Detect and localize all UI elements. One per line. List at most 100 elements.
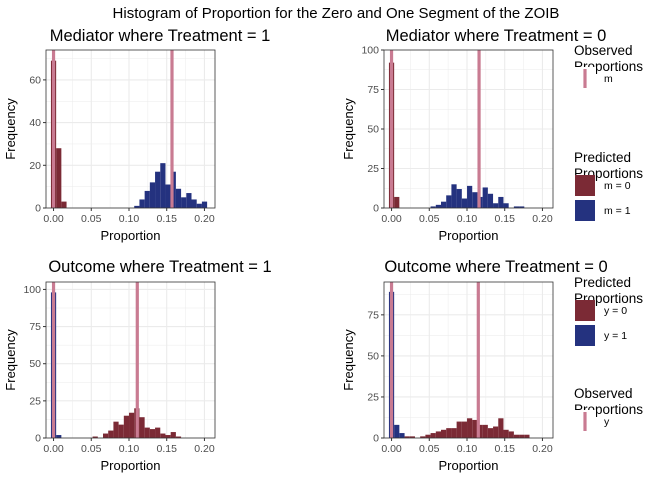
histogram-bar (186, 193, 192, 208)
histogram-bar (456, 421, 462, 438)
y-tick-label: 0 (373, 203, 379, 215)
y-tick-label: 20 (29, 160, 41, 172)
y-tick-label: 50 (367, 124, 379, 136)
histogram-bar (425, 434, 431, 438)
x-tick-label: 0.15 (494, 213, 515, 225)
histogram-bar (149, 429, 156, 438)
histogram-bar (102, 433, 109, 438)
histogram-bar (165, 435, 171, 438)
chart-panel-3: 0.00 0.05 0.10 0.15 0.20 0 25 50 75 100 Proportion… (3, 258, 272, 473)
histogram-bar (498, 418, 504, 438)
histogram-bar (440, 201, 447, 208)
legend-label: m = 0 (604, 180, 631, 192)
histogram-bar (493, 426, 499, 438)
x-tick-label: 0.05 (419, 443, 440, 455)
chart-panel-2: 0.00 0.05 0.10 0.15 0.20 0 25 50 75 100 Proportion… (341, 27, 606, 243)
y-axis-label: Frequency (3, 329, 18, 391)
histogram-bar (446, 428, 452, 438)
plot-background (384, 282, 553, 438)
y-tick-label: 75 (29, 321, 41, 333)
y-axis-label: Frequency (341, 98, 356, 160)
histogram-bar (191, 199, 197, 208)
histogram-bar (487, 428, 494, 438)
panel-border (45, 281, 216, 439)
y-tick-label: 0 (35, 203, 41, 215)
legend-label: y = 0 (604, 305, 627, 317)
histogram-bar (524, 434, 530, 438)
chart-panel-1: 0.00 0.05 0.10 0.15 0.20 0 20 40 60 Proportion Fre… (3, 27, 270, 243)
histogram-bar (134, 205, 140, 208)
histogram-bar (56, 148, 62, 208)
histogram-bar (477, 424, 483, 438)
histogram-bar (139, 199, 145, 208)
histogram-bar (482, 187, 488, 208)
y-tick-label: 50 (29, 358, 41, 370)
x-tick-label: 0.05 (81, 443, 102, 455)
panel-title: Outcome where Treatment = 1 (48, 258, 271, 276)
histogram-bar (482, 424, 488, 438)
histogram-bar (123, 415, 130, 438)
panel-border (45, 49, 216, 209)
legend-title: Observed (574, 43, 633, 58)
histogram-bar (472, 419, 478, 438)
legend-label: m (604, 73, 613, 85)
y-tick-label: 25 (367, 391, 379, 403)
histogram-bar (435, 431, 441, 438)
histogram-bar (144, 190, 150, 208)
histogram-bar (160, 433, 166, 438)
histogram-bar (113, 421, 119, 438)
histogram-bar (394, 424, 400, 438)
histogram-bar (56, 435, 62, 438)
legend-swatch (575, 300, 595, 321)
histogram-bar (430, 433, 436, 438)
histogram-bar (175, 188, 182, 208)
histogram-bar (165, 184, 171, 208)
histogram-bar (503, 429, 509, 438)
x-axis-label: Proportion (101, 458, 161, 473)
histogram-bar (155, 171, 161, 208)
histogram-bar (446, 195, 452, 208)
histogram-bar (519, 434, 525, 438)
histogram-bar (175, 436, 182, 438)
histogram-bar (461, 421, 468, 438)
histogram-bar (467, 418, 473, 438)
histogram-bar (139, 417, 145, 438)
y-tick-label: 40 (29, 117, 41, 129)
y-tick-label: 25 (29, 395, 41, 407)
histogram-bar (404, 436, 410, 438)
legend-title: Predicted (574, 275, 631, 290)
y-tick-label: 0 (35, 433, 41, 445)
x-tick-label: 0.20 (194, 443, 215, 455)
legend-swatch (575, 200, 595, 221)
y-tick-label: 100 (23, 284, 41, 296)
y-tick-label: 100 (361, 45, 379, 57)
histogram-bar (451, 428, 457, 438)
x-tick-label: 0.20 (532, 213, 553, 225)
y-tick-label: 75 (367, 309, 379, 321)
histogram-bar (196, 203, 202, 208)
histogram-bar (144, 427, 150, 438)
legend-label: y (604, 416, 610, 428)
histogram-bar (467, 185, 473, 208)
histogram-bar (503, 203, 509, 208)
y-tick-label: 50 (367, 350, 379, 362)
y-tick-label: 25 (367, 163, 379, 175)
histogram-bar (461, 198, 468, 208)
x-tick-label: 0.10 (457, 213, 478, 225)
histogram-bar (149, 182, 156, 208)
plot-background (46, 50, 215, 208)
panels: 0.00 0.05 0.10 0.15 0.20 0 20 40 60 Proportion Fre… (3, 27, 608, 473)
panel-title: Mediator where Treatment = 1 (50, 27, 271, 45)
legend-swatch (575, 175, 595, 196)
histogram-bar (155, 427, 161, 438)
legend-label: y = 1 (604, 330, 627, 342)
histogram-bar (160, 163, 166, 208)
histogram-bar (181, 197, 187, 208)
histogram-bar (451, 184, 457, 208)
legend-title: Predicted (574, 150, 631, 165)
figure-title: Histogram of Proportion for the Zero and… (113, 5, 560, 22)
x-tick-label: 0.15 (156, 443, 177, 455)
